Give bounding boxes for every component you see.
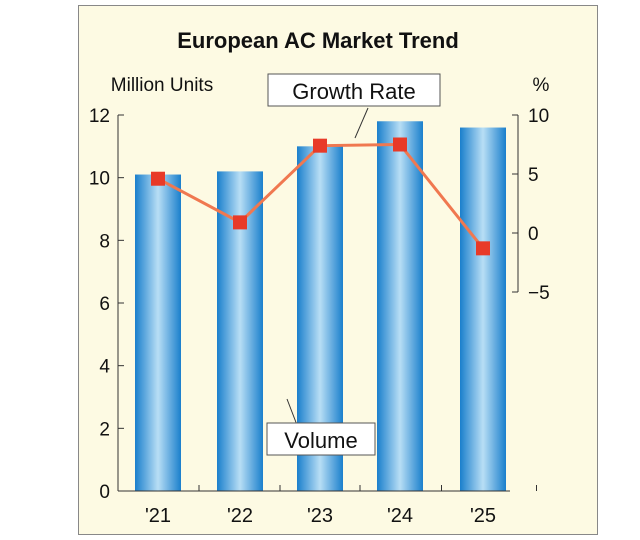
bar-4: [460, 127, 506, 492]
growth-marker-3: [393, 137, 407, 152]
left-tick-label: 0: [99, 482, 110, 503]
right-axis-label: %: [533, 75, 550, 96]
left-tick-label: 8: [99, 231, 110, 252]
growth-marker-1: [233, 215, 247, 230]
x-tick-label: '22: [227, 505, 253, 527]
right-tick-label: 5: [528, 165, 539, 186]
growth-marker-2: [313, 138, 327, 153]
right-tick-label: −5: [528, 283, 550, 304]
growth-callout-label: Growth Rate: [292, 79, 416, 104]
x-tick-label: '24: [387, 505, 413, 527]
growth-callout-box: [267, 73, 441, 107]
right-tick-label: 0: [528, 224, 539, 245]
growth-marker-0: [151, 171, 165, 186]
growth-callout-pointer: [354, 107, 369, 139]
left-tick-label: 4: [99, 357, 110, 378]
x-tick-label: '21: [145, 505, 171, 527]
volume-callout-box: [266, 422, 376, 456]
right-tick-label: 10: [528, 106, 549, 127]
left-tick-label: 10: [89, 169, 110, 190]
bar-3: [377, 121, 423, 492]
left-axis-label: Million Units: [111, 75, 213, 96]
volume-callout-label: Volume: [284, 428, 357, 453]
left-tick-label: 6: [99, 294, 110, 315]
volume-callout-pointer: [286, 398, 298, 426]
growth-marker-4: [476, 241, 490, 256]
x-tick-label: '23: [307, 505, 333, 527]
x-tick-label: '25: [470, 505, 496, 527]
left-tick-label: 2: [99, 419, 110, 440]
bar-0: [135, 174, 181, 492]
left-tick-label: 12: [89, 106, 110, 127]
chart-title: European AC Market Trend: [177, 28, 459, 53]
